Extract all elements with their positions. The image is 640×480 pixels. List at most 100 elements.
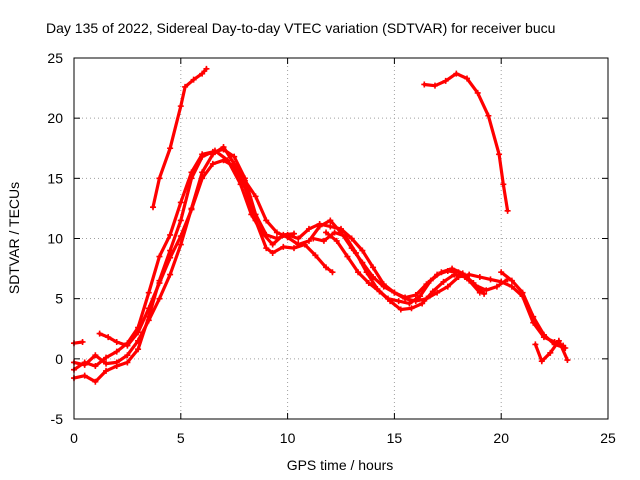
series-arc-8 [498,269,569,352]
data-point [359,247,366,254]
data-point [327,223,334,230]
data-point [352,249,359,256]
axis-ticks: 0 5 10 15 20 25 -5 0 5 10 15 20 25 [47,50,616,446]
data-point [310,235,317,242]
data-point [103,367,110,374]
data-point [470,280,477,287]
data-point [312,252,319,259]
data-series [71,65,571,385]
data-point [156,253,163,260]
data-point [438,269,445,276]
data-point [333,237,340,244]
data-point [291,245,298,252]
data-point [263,217,270,224]
data-point [412,292,419,299]
series-line [151,67,208,209]
data-point [493,283,500,290]
series-line [72,149,296,384]
data-point [188,206,195,213]
data-point [320,237,327,244]
data-point [374,286,381,293]
data-point [177,233,184,240]
data-point [167,254,174,261]
y-tick-label: 25 [47,50,63,66]
y-tick-label: 0 [55,351,63,367]
data-point [231,153,238,160]
data-point [269,241,276,248]
data-point [273,229,280,236]
x-tick-label: 25 [600,430,616,446]
y-tick-label: 10 [47,231,63,247]
data-point [530,313,537,320]
data-point [474,89,481,96]
data-point [81,372,88,379]
data-point [459,270,466,277]
chart-title: Day 135 of 2022, Sidereal Day-to-day VTE… [46,20,555,36]
y-tick-label: 15 [47,170,63,186]
data-point [395,298,402,305]
data-point [344,253,351,260]
data-point [532,341,539,348]
data-point [496,151,503,158]
data-point [231,163,238,170]
data-point [167,231,174,238]
data-point [177,199,184,206]
series-line [499,270,567,350]
data-point [203,65,210,72]
data-point [177,217,184,224]
data-point [220,157,227,164]
data-point [209,151,216,158]
data-point [419,300,426,307]
data-point [417,293,424,300]
data-point [402,295,409,302]
data-point [408,305,415,312]
data-point [81,361,88,368]
data-point [177,241,184,248]
series-arc-5 [96,157,336,349]
data-point [167,271,174,278]
data-point [220,144,227,151]
data-point [273,235,280,242]
data-point [145,305,152,312]
data-point [263,245,270,252]
series-arc-11 [421,70,511,214]
data-point [519,289,526,296]
series-line [422,72,510,213]
data-point [476,274,483,281]
data-point [440,278,447,285]
data-point [167,145,174,152]
data-point [113,359,120,366]
series-arc-4 [71,144,567,368]
data-point [421,81,428,88]
data-point [305,237,312,244]
series-line [98,158,335,348]
data-point [555,337,562,344]
y-axis-label: SDTVAR / TECUs [6,182,22,294]
data-point [323,264,330,271]
data-point [406,300,413,307]
data-point [355,269,362,276]
data-point [269,249,276,256]
y-tick-label: 5 [55,291,63,307]
data-point [263,231,270,238]
data-point [199,70,206,77]
data-point [444,283,451,290]
data-point [182,83,189,90]
data-point [427,277,434,284]
data-point [363,269,370,276]
data-point [145,317,152,324]
data-point [316,223,323,230]
data-point [504,207,511,214]
data-point [370,264,377,271]
data-point [481,290,488,297]
series-arc-2 [71,147,298,385]
y-tick-label: 20 [47,110,63,126]
data-point [508,277,515,284]
data-point [449,265,456,272]
x-tick-label: 5 [177,430,185,446]
data-point [124,342,131,349]
data-point [103,354,110,361]
series-arc-7 [310,229,488,307]
data-point [79,338,86,345]
data-point [252,217,259,224]
